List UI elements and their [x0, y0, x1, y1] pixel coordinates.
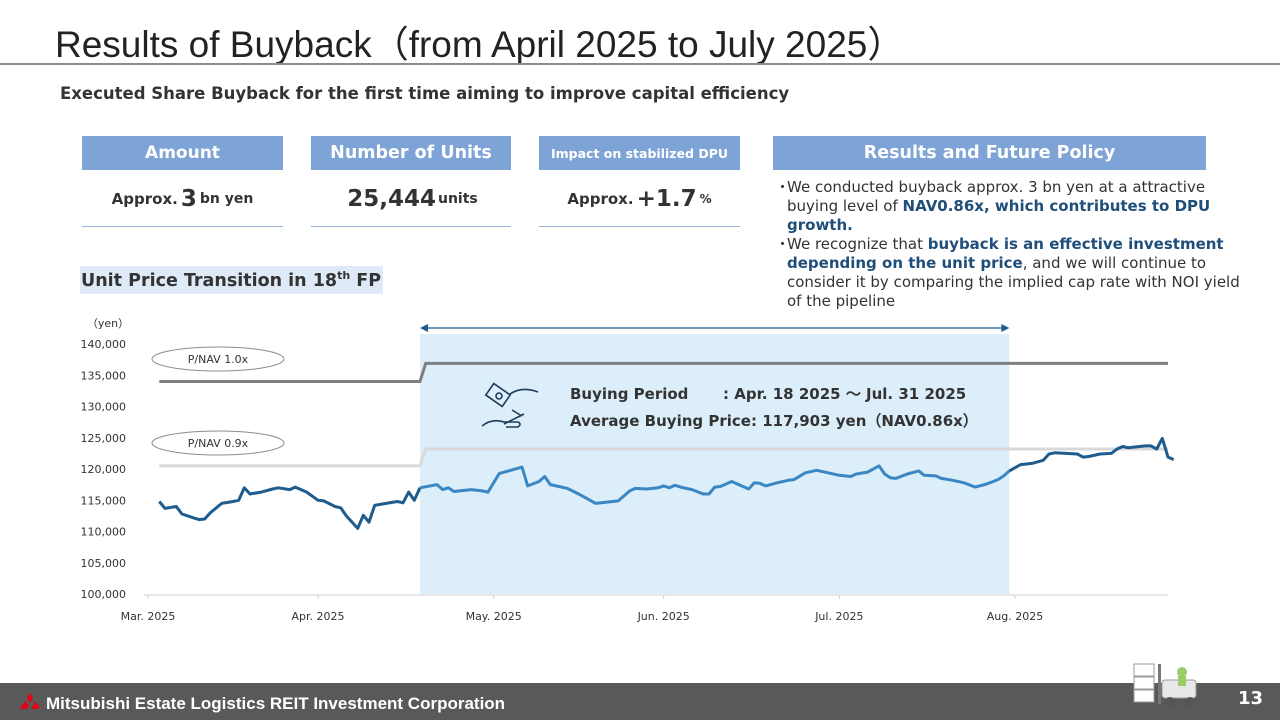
policy-header: Results and Future Policy: [773, 136, 1206, 170]
reference-label: P/NAV 1.0x: [188, 353, 249, 366]
forklift-icon: [1133, 663, 1197, 707]
title-divider: [0, 63, 1280, 65]
arrow-head-left: [420, 324, 428, 332]
kpi-dpu-header: Impact on stabilized DPU: [539, 136, 740, 170]
buying-period-label: Buying Period: [570, 385, 688, 403]
kpi-amount-rule: [82, 226, 283, 227]
policy-text: ・ We conducted buyback approx. 3 bn yen a…: [775, 178, 1245, 311]
y-tick-label: 105,000: [81, 557, 127, 570]
policy-bullet: ・ We conducted buyback approx. 3 bn yen a…: [775, 178, 1211, 234]
kpi-dpu-value: Approx. +1.7 %: [539, 174, 740, 224]
reference-line-pnav-1-0x: [159, 361, 1168, 383]
unit-price-line-before: [158, 485, 422, 530]
buying-period-value: : Apr. 18 2025 ～ Jul. 31 2025: [723, 385, 966, 403]
reference-label: P/NAV 0.9x: [188, 437, 249, 450]
kpi-dpu-prefix: Approx.: [567, 190, 634, 208]
y-tick-label: 125,000: [81, 432, 127, 445]
reference-label-bubble: [151, 430, 285, 456]
kpi-dpu-unit: %: [699, 192, 712, 206]
unit-price-line-buying-period: [419, 464, 1011, 505]
x-tick-label: Jun. 2025: [637, 610, 690, 623]
y-tick-label: 130,000: [81, 401, 127, 414]
kpi-amount-unit: bn yen: [199, 191, 254, 207]
kpi-amount-number: 3: [180, 186, 197, 212]
y-tick-label: 100,000: [81, 588, 127, 601]
kpi-dpu-number: +1.7: [636, 186, 697, 212]
x-tick-label: May. 2025: [466, 610, 522, 623]
kpi-units-header: Number of Units: [311, 136, 511, 170]
chart-title: Unit Price Transition in 18th FP: [80, 266, 383, 294]
page-number: 13: [1237, 688, 1263, 709]
y-axis-unit-label: （yen）: [87, 317, 129, 330]
page-title: Results of Buyback（from April 2025 to Ju…: [55, 24, 905, 65]
page-subtitle: Executed Share Buyback for the first tim…: [60, 84, 790, 103]
three-diamonds-logo: [20, 693, 40, 709]
kpi-units-unit: units: [438, 191, 478, 207]
kpi-units-rule: [311, 226, 511, 227]
kpi-units-value: 25,444 units: [311, 174, 511, 224]
x-tick-label: Mar. 2025: [121, 610, 176, 623]
arrow-head-right: [1001, 324, 1010, 332]
y-tick-label: 120,000: [81, 463, 127, 476]
y-tick-label: 140,000: [81, 338, 127, 351]
footer-company-name: Mitsubishi Estate Logistics REIT Investm…: [46, 694, 506, 713]
kpi-amount-prefix: Approx.: [111, 190, 178, 208]
y-tick-label: 115,000: [81, 494, 127, 507]
x-tick-label: Jul. 2025: [814, 610, 863, 623]
footer-bar: [0, 683, 1280, 720]
x-tick-label: Aug. 2025: [987, 610, 1043, 623]
reference-label-bubble: [151, 346, 285, 372]
average-price-label: Average Buying Price: [570, 412, 751, 430]
money-hand-icon: [481, 382, 539, 428]
x-tick-label: Apr. 2025: [291, 610, 344, 623]
kpi-amount-value: Approx. 3 bn yen: [82, 174, 283, 224]
buying-period-band: [420, 334, 1010, 594]
y-tick-label: 135,000: [81, 369, 127, 382]
kpi-amount-header: Amount: [82, 136, 283, 170]
kpi-units-number: 25,444: [347, 186, 436, 212]
reference-line-pnav-0-9x: [159, 447, 1168, 468]
y-tick-label: 110,000: [81, 526, 127, 539]
kpi-dpu-rule: [539, 226, 740, 227]
average-price-value: : 117,903 yen（NAV0.86x）: [751, 412, 978, 430]
policy-bullet: ・ We recognize that buyback is an effecti…: [775, 235, 1240, 310]
unit-price-line-after: [1008, 436, 1175, 473]
